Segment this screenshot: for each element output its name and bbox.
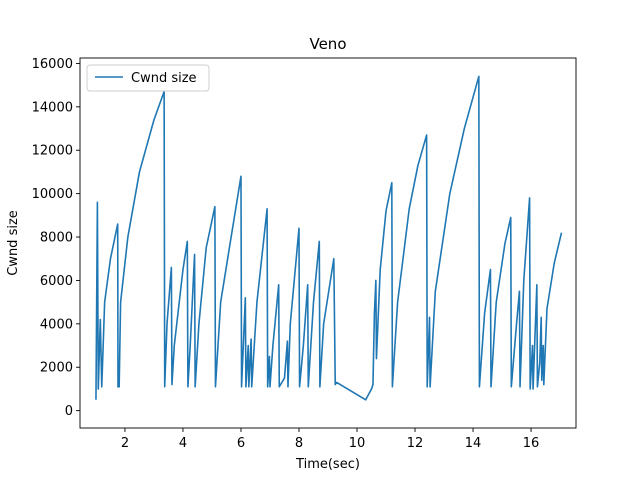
- y-tick-label: 8000: [40, 231, 73, 246]
- y-tick-label: 0: [65, 404, 73, 419]
- x-tick-label: 2: [121, 436, 129, 451]
- x-ticks: 2 4 6 8 10 12 14 16: [121, 428, 539, 451]
- cwnd-series-line: [95, 75, 563, 401]
- chart-title: Veno: [309, 35, 346, 53]
- x-tick-label: 4: [179, 436, 187, 451]
- y-tick-label: 2000: [40, 361, 73, 376]
- y-tick-label: 12000: [32, 144, 73, 159]
- y-tick-label: 6000: [40, 274, 73, 289]
- x-tick-label: 6: [237, 436, 245, 451]
- y-axis-label: Cwnd size: [6, 210, 21, 276]
- x-tick-label: 14: [465, 436, 482, 451]
- x-tick-label: 16: [523, 436, 540, 451]
- y-tick-label: 10000: [32, 187, 73, 202]
- y-tick-label: 14000: [32, 100, 73, 115]
- plot-area: [80, 58, 576, 428]
- legend-box: [86, 64, 210, 92]
- y-tick-label: 4000: [40, 317, 73, 332]
- y-ticks: 0 2000 4000 6000 8000 10000 12000 14000 16000: [32, 57, 80, 419]
- legend: Cwnd size: [86, 64, 210, 92]
- x-tick-label: 12: [407, 436, 424, 451]
- x-tick-label: 8: [295, 436, 303, 451]
- y-tick-label: 16000: [32, 57, 73, 72]
- plot-frame: [79, 57, 577, 429]
- x-axis-label: Time(sec): [295, 457, 360, 472]
- legend-entry-cwnd-size: Cwnd size: [131, 71, 197, 86]
- x-tick-label: 10: [349, 436, 366, 451]
